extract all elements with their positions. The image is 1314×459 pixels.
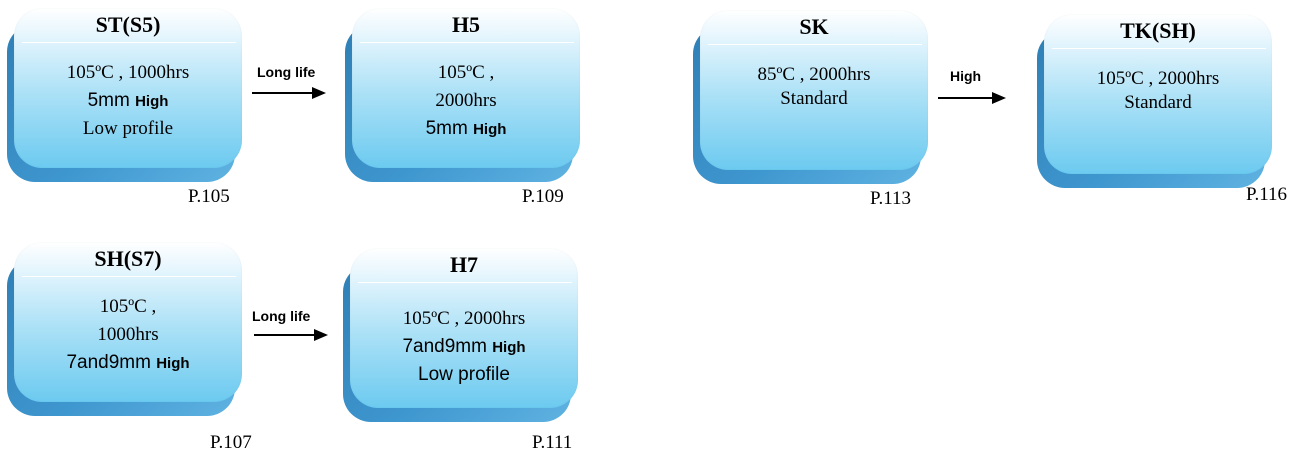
box-sh-s7: SH(S7) 105ºC , 1000hrs 7and9mm High xyxy=(7,242,249,416)
title-divider xyxy=(22,42,236,43)
box-face: TK(SH) 105ºC , 2000hrs Standard xyxy=(1044,14,1272,174)
spec-line: 2000hrs xyxy=(435,90,497,111)
spec-line: 105ºC , xyxy=(437,62,495,83)
box-face: SK 85ºC , 2000hrs Standard xyxy=(700,10,928,170)
box-title: SH(S7) xyxy=(94,246,162,271)
spec-line: 7and9mm High xyxy=(14,352,242,374)
spec-line: 85ºC , 2000hrs xyxy=(757,64,871,85)
spec-line: 105ºC , 2000hrs xyxy=(402,308,526,329)
page-ref: P.111 xyxy=(532,432,573,453)
page-ref: P.113 xyxy=(870,188,912,209)
spec-line: 5mm High xyxy=(352,118,580,140)
size-text: 7and9mm xyxy=(402,336,493,357)
box-face: H7 105ºC , 2000hrs 7and9mm High Low prof… xyxy=(350,248,578,408)
box-face: ST(S5) 105ºC , 1000hrs 5mm High Low prof… xyxy=(14,8,242,168)
spec-line: 105ºC , 2000hrs xyxy=(1096,68,1220,89)
spec-line: 105ºC , xyxy=(99,296,157,317)
box-title: TK(SH) xyxy=(1120,18,1196,43)
arrow-right-icon xyxy=(254,329,328,341)
spec-line: Standard xyxy=(780,88,848,109)
arrow-label: High xyxy=(950,68,982,84)
box-title: H7 xyxy=(449,252,479,277)
high-text: High xyxy=(135,93,169,110)
spec-line: 105ºC , 1000hrs xyxy=(66,62,190,83)
title-divider xyxy=(708,44,922,45)
arrow-right-icon xyxy=(252,87,326,99)
high-text: High xyxy=(473,121,507,138)
box-title: SK xyxy=(799,14,829,39)
box-h5: H5 105ºC , 2000hrs 5mm High xyxy=(345,8,587,182)
box-h7: H7 105ºC , 2000hrs 7and9mm High Low prof… xyxy=(343,248,585,422)
arrow-label: Long life xyxy=(257,64,316,80)
arrow-right-icon xyxy=(938,92,1006,104)
spec-line: 1000hrs xyxy=(97,324,159,345)
box-tk-sh: TK(SH) 105ºC , 2000hrs Standard xyxy=(1037,14,1279,188)
title-divider xyxy=(22,276,236,277)
size-text: 5mm xyxy=(425,118,474,139)
page-ref: P.116 xyxy=(1246,184,1288,205)
title-divider xyxy=(360,42,574,43)
page-ref: P.105 xyxy=(188,186,230,207)
spec-line: 5mm High xyxy=(14,90,242,112)
box-face: H5 105ºC , 2000hrs 5mm High xyxy=(352,8,580,168)
high-text: High xyxy=(156,355,190,372)
size-text: 7and9mm xyxy=(66,352,157,373)
title-divider xyxy=(1052,48,1266,49)
title-divider xyxy=(358,282,572,283)
box-face: SH(S7) 105ºC , 1000hrs 7and9mm High xyxy=(14,242,242,402)
box-st-s5: ST(S5) 105ºC , 1000hrs 5mm High Low prof… xyxy=(7,8,249,182)
page-ref: P.109 xyxy=(522,186,564,207)
page-ref: P.107 xyxy=(210,432,252,453)
size-text: 5mm xyxy=(87,90,136,111)
high-text: High xyxy=(492,339,526,356)
spec-line: Low profile xyxy=(418,364,510,385)
box-title: ST(S5) xyxy=(95,12,161,37)
spec-line: 7and9mm High xyxy=(350,336,578,358)
box-title: H5 xyxy=(451,12,481,37)
spec-line: Standard xyxy=(1124,92,1192,113)
arrow-label: Long life xyxy=(252,308,311,324)
spec-line: Low profile xyxy=(82,118,174,139)
box-sk: SK 85ºC , 2000hrs Standard xyxy=(693,10,935,184)
